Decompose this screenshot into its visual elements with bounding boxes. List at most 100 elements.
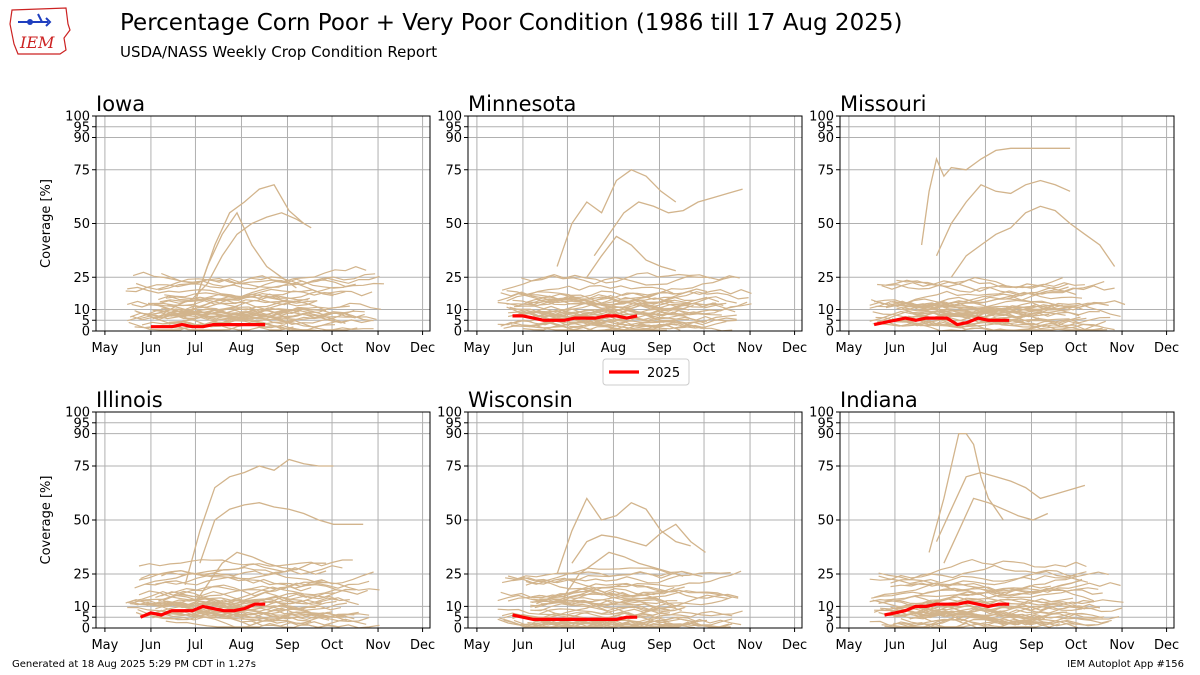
ytick-label-100: 100 <box>437 406 462 421</box>
series-2025-line-iowa <box>150 323 266 329</box>
history-year-line <box>881 318 1100 328</box>
ytick-label-5: 5 <box>826 611 834 626</box>
xtick-label-aug: Aug <box>601 638 626 653</box>
xtick-label-dec: Dec <box>1154 341 1179 356</box>
history-year-line <box>877 282 1085 293</box>
ytick-label-50: 50 <box>445 514 462 529</box>
ytick-label-90: 90 <box>73 427 90 442</box>
xtick-label-nov: Nov <box>737 638 763 653</box>
history-highlight-line-2 <box>563 551 684 596</box>
legend-label-2025: 2025 <box>647 366 680 381</box>
history-highlight-line-1 <box>593 188 743 257</box>
xtick-label-sep: Sep <box>275 341 300 356</box>
history-year-line <box>513 302 722 316</box>
xtick-label-oct: Oct <box>321 341 343 356</box>
history-year-line <box>497 618 696 628</box>
ytick-label-100: 100 <box>809 406 834 421</box>
footer-app: IEM Autoplot App #156 <box>1067 659 1184 670</box>
history-year-line <box>905 582 1051 592</box>
history-year-line <box>152 615 340 628</box>
history-highlight-line-1 <box>199 502 364 564</box>
series-2025-line-indiana <box>884 600 1010 617</box>
history-year-line <box>127 309 377 322</box>
history-year-line <box>129 591 339 606</box>
history-year-line <box>878 576 1077 605</box>
ytick-label-0: 0 <box>454 325 462 340</box>
xtick-label-jun: Jun <box>512 638 533 653</box>
history-year-line <box>159 600 337 618</box>
history-year-line <box>155 600 322 611</box>
xtick-label-sep: Sep <box>1019 638 1044 653</box>
history-year-line <box>530 599 677 612</box>
history-year-line <box>510 324 667 331</box>
xtick-label-sep: Sep <box>647 341 672 356</box>
history-lines-illinois <box>125 458 380 628</box>
history-year-line <box>509 306 708 324</box>
history-year-line <box>539 293 675 308</box>
history-year-line <box>127 606 294 622</box>
history-year-line <box>161 298 318 313</box>
xtick-label-oct: Oct <box>1065 341 1087 356</box>
chart-subtitle: USDA/NASS Weekly Crop Condition Report <box>120 43 438 61</box>
history-highlight-line-0 <box>556 497 691 575</box>
history-year-line <box>161 272 380 290</box>
ytick-label-5: 5 <box>82 611 90 626</box>
xtick-label-jun: Jun <box>140 638 161 653</box>
ytick-label-90: 90 <box>445 427 462 442</box>
history-year-line <box>500 291 720 308</box>
xtick-label-sep: Sep <box>275 638 300 653</box>
history-year-line <box>506 300 736 316</box>
history-lines-missouri <box>869 147 1126 331</box>
footer-generated: Generated at 18 Aug 2025 5:29 PM CDT in … <box>12 659 256 670</box>
xtick-label-oct: Oct <box>693 638 715 653</box>
history-year-line <box>507 575 675 593</box>
history-lines-wisconsin <box>497 497 743 628</box>
xtick-label-nov: Nov <box>365 638 391 653</box>
xtick-label-sep: Sep <box>1019 341 1044 356</box>
xtick-label-aug: Aug <box>601 341 626 356</box>
ytick-label-50: 50 <box>817 217 834 232</box>
history-year-line <box>872 310 1050 318</box>
history-lines-indiana <box>869 432 1124 628</box>
ytick-label-10: 10 <box>73 303 90 318</box>
history-lines-minnesota <box>497 169 752 331</box>
series-2025-line-illinois <box>139 602 266 619</box>
ytick-label-0: 0 <box>82 622 90 637</box>
ytick-label-100: 100 <box>437 110 462 125</box>
history-highlight-line-1 <box>935 471 1086 542</box>
ytick-label-75: 75 <box>817 460 834 475</box>
series-2025-line-wisconsin <box>512 613 638 622</box>
xtick-label-may: May <box>91 341 118 356</box>
history-year-line <box>534 608 670 620</box>
ytick-label-5: 5 <box>82 314 90 329</box>
xtick-label-jun: Jun <box>884 341 905 356</box>
xtick-label-aug: Aug <box>973 638 998 653</box>
history-year-line <box>871 582 1121 599</box>
history-highlight-line-2 <box>191 211 297 310</box>
ytick-label-75: 75 <box>817 163 834 178</box>
history-year-line <box>534 600 733 618</box>
history-year-line <box>527 289 694 304</box>
series-2025-line-missouri <box>873 316 1010 327</box>
ytick-label-95: 95 <box>445 416 462 431</box>
ytick-label-25: 25 <box>817 271 834 286</box>
history-year-line <box>137 609 367 628</box>
chart-title: Percentage Corn Poor + Very Poor Conditi… <box>120 10 903 36</box>
history-highlight-line-1 <box>571 523 706 564</box>
ytick-label-50: 50 <box>73 514 90 529</box>
legend: 2025 <box>602 358 690 386</box>
ytick-label-10: 10 <box>817 303 834 318</box>
ytick-label-75: 75 <box>445 163 462 178</box>
series-2025-line-minnesota <box>512 314 638 322</box>
xtick-label-aug: Aug <box>973 341 998 356</box>
xtick-label-nov: Nov <box>365 341 391 356</box>
history-year-line <box>501 272 711 291</box>
ytick-label-5: 5 <box>454 314 462 329</box>
iem-logo: IEM <box>9 7 71 55</box>
history-year-line <box>158 266 367 291</box>
xtick-label-dec: Dec <box>410 341 435 356</box>
ytick-label-0: 0 <box>826 622 834 637</box>
xtick-label-oct: Oct <box>693 341 715 356</box>
